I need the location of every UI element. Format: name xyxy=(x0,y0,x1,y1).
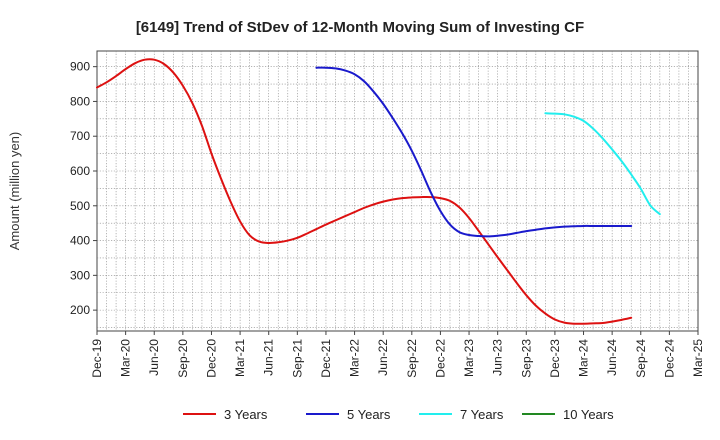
series-layer xyxy=(96,58,661,325)
x-tick-label: Jun-21 xyxy=(262,339,276,376)
x-tick-label: Sep-20 xyxy=(176,339,190,378)
x-tick-label: Dec-19 xyxy=(90,339,104,378)
x-tick-label: Jun-23 xyxy=(491,339,505,376)
x-tick-label: Mar-25 xyxy=(691,339,705,377)
x-tick-label: Sep-23 xyxy=(519,339,533,378)
x-tick-label: Jun-24 xyxy=(605,339,619,376)
series-line-7-years xyxy=(544,112,661,216)
legend: 3 Years 5 Years 7 Years 10 Years xyxy=(183,407,614,422)
x-tick-label: Mar-21 xyxy=(233,339,247,377)
x-tick-label: Dec-23 xyxy=(548,339,562,378)
legend-label-7-years: 7 Years xyxy=(460,407,504,422)
x-tick-label: Mar-23 xyxy=(462,339,476,377)
y-tick-label: 600 xyxy=(70,164,90,178)
x-tick-label: Jun-22 xyxy=(376,339,390,376)
x-tick-label: Mar-22 xyxy=(348,339,362,377)
plot-area xyxy=(96,50,699,332)
legend-label-10-years: 10 Years xyxy=(563,407,614,422)
y-tick-label: 400 xyxy=(70,234,90,248)
x-tick-label: Dec-22 xyxy=(433,339,447,378)
legend-label-5-years: 5 Years xyxy=(347,407,391,422)
y-tick-label: 300 xyxy=(70,268,90,282)
x-tick-label: Sep-24 xyxy=(634,339,648,378)
y-tick-label: 200 xyxy=(70,303,90,317)
y-tick-label: 500 xyxy=(70,199,90,213)
series-line-3-years xyxy=(96,58,633,325)
x-tick-label: Dec-21 xyxy=(319,339,333,378)
x-tick-label: Mar-24 xyxy=(577,339,591,377)
chart-title: [6149] Trend of StDev of 12-Month Moving… xyxy=(136,19,584,36)
x-tick-label: Dec-24 xyxy=(662,339,676,378)
x-tick-label: Sep-21 xyxy=(290,339,304,378)
x-tick-label: Dec-20 xyxy=(204,339,218,378)
x-tick-label: Sep-22 xyxy=(405,339,419,378)
y-tick-label: 900 xyxy=(70,60,90,74)
y-tick-label: 700 xyxy=(70,129,90,143)
y-axis-label: Amount (million yen) xyxy=(7,132,22,251)
x-tick-label: Mar-20 xyxy=(119,339,133,377)
axes: 200 300 400 500 600 700 800 900 Dec-19 Mar-20 Jun-… xyxy=(70,60,705,378)
x-tick-label: Jun-20 xyxy=(147,339,161,376)
series-line-5-years xyxy=(315,66,633,238)
y-tick-label: 800 xyxy=(70,94,90,108)
legend-label-3-years: 3 Years xyxy=(224,407,268,422)
grid xyxy=(97,51,698,331)
